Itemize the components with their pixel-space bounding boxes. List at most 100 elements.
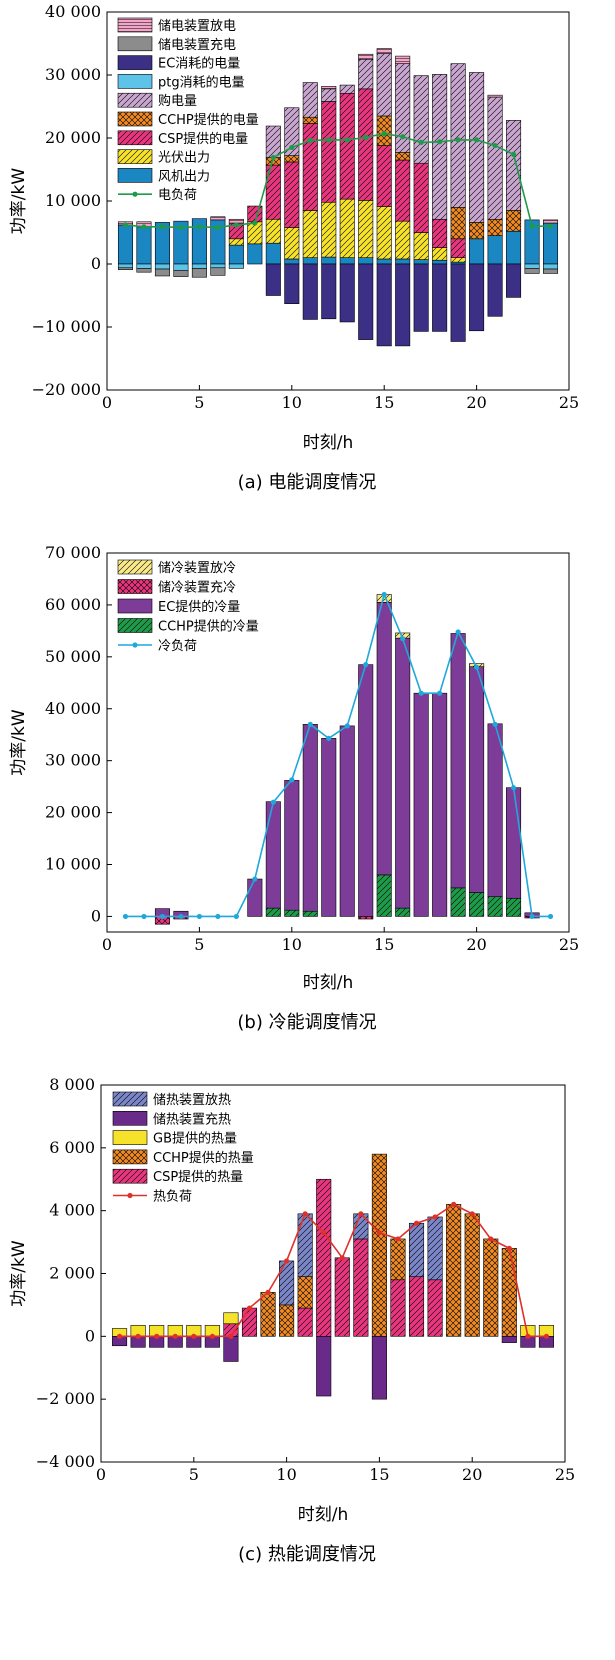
y-tick-label: 4 000 <box>49 1201 95 1220</box>
x-tick-label: 5 <box>194 935 204 954</box>
y-tick-label: −10 000 <box>32 317 101 336</box>
legend-point-swatch <box>132 191 138 197</box>
load-point <box>418 690 424 696</box>
bar-segment-negative <box>321 263 337 320</box>
bar-segment <box>339 92 355 200</box>
bar-segment-negative <box>302 263 318 320</box>
legend-swatch <box>117 130 153 146</box>
load-point <box>122 913 129 920</box>
bar-segment <box>506 230 522 265</box>
load-point <box>228 1333 234 1339</box>
legend-swatch <box>112 1168 148 1184</box>
legend-label: 风机出力 <box>158 169 210 184</box>
bar-segment-negative <box>265 263 281 296</box>
legend-swatch <box>112 1111 148 1126</box>
bar-segment <box>228 238 244 246</box>
load-point <box>141 913 147 920</box>
x-tick-label: 0 <box>102 935 112 954</box>
x-tick-label: 20 <box>462 1465 482 1484</box>
bar-segment <box>543 219 559 224</box>
bar-segment <box>136 226 152 265</box>
bar-segment-negative <box>543 263 559 270</box>
bar-segment-negative <box>543 268 559 274</box>
bar-segment-negative <box>316 1336 332 1397</box>
legend-label: ptg消耗的电量 <box>158 74 245 90</box>
legend-swatch <box>112 1130 148 1145</box>
bar-segment-negative <box>228 263 244 269</box>
legend-label: 冷负荷 <box>158 639 197 654</box>
bar-segment <box>450 887 466 917</box>
legend-point-swatch <box>127 1192 133 1199</box>
bar-segment <box>210 216 226 221</box>
x-tick-label: 5 <box>189 1465 199 1484</box>
legend-swatch <box>117 618 153 633</box>
bar-segment-negative <box>358 916 374 920</box>
bar-segment <box>487 896 503 917</box>
load-point <box>344 723 350 729</box>
load-point <box>122 222 129 228</box>
x-tick-label: 25 <box>559 393 579 412</box>
y-tick-label: 2 000 <box>49 1264 95 1283</box>
y-tick-label: 40 000 <box>45 2 101 21</box>
load-point <box>488 1236 494 1242</box>
bar-segment <box>284 107 300 156</box>
load-point <box>215 913 221 920</box>
bar-segment-negative <box>339 263 355 323</box>
bar-segment <box>302 82 318 118</box>
bar-segment <box>247 205 263 223</box>
load-point <box>172 1333 178 1339</box>
bar-segment-negative <box>117 263 133 269</box>
bar-segment <box>395 907 411 917</box>
bar-segment-negative <box>117 267 133 270</box>
load-point <box>178 224 184 231</box>
legend-swatch <box>117 74 153 89</box>
y-tick-label: 8 000 <box>49 1075 95 1094</box>
chart-caption: (a) 电能调度情况 <box>238 472 377 493</box>
load-point <box>432 1214 438 1220</box>
bar-segment <box>284 780 300 911</box>
bar-segment-negative <box>450 263 466 342</box>
bar-segment <box>265 907 281 917</box>
bar-segment <box>358 88 374 201</box>
bar-segment <box>469 666 485 893</box>
bar-segment <box>358 53 374 60</box>
load-line <box>125 132 551 229</box>
bar-segment <box>297 1276 313 1309</box>
load-point <box>363 662 369 668</box>
load-point <box>270 799 276 805</box>
bar-segment <box>469 72 485 223</box>
x-tick-label: 0 <box>102 393 112 412</box>
load-point <box>529 223 535 229</box>
bar-segment <box>395 55 411 64</box>
load-point <box>381 130 387 137</box>
y-axis-label: 功率/kW <box>9 709 29 776</box>
bar-segment <box>358 664 374 917</box>
bar-segment <box>450 633 466 889</box>
x-tick-label: 25 <box>559 935 579 954</box>
bar-segment <box>284 161 300 228</box>
legend-label: 储电装置放电 <box>158 19 236 34</box>
load-point <box>400 636 406 642</box>
x-tick-label: 10 <box>276 1465 296 1484</box>
bar-segment <box>395 258 411 265</box>
bar-segment <box>469 222 485 240</box>
bar-segment <box>265 218 281 244</box>
load-point <box>455 137 461 143</box>
load-point <box>252 220 258 226</box>
legend-label: 储冷装置放冷 <box>158 561 236 576</box>
load-point <box>141 224 147 230</box>
y-tick-label: −4 000 <box>36 1452 95 1471</box>
y-tick-label: 6 000 <box>49 1138 95 1157</box>
bar-segment <box>279 1260 295 1306</box>
y-tick-label: 0 <box>85 1326 95 1345</box>
bar-segment <box>487 96 503 220</box>
load-point <box>437 139 443 145</box>
load-point <box>302 1211 308 1217</box>
bar-segment <box>358 58 374 90</box>
chart-panel-3: −4 000 −2 000 0 2 000 4 000 6 000 8 000 0 5 10 15 2… <box>9 1075 575 1565</box>
bar-segment <box>371 1153 387 1337</box>
bar-segment-negative <box>501 1336 517 1343</box>
y-tick-label: 10 000 <box>45 855 101 874</box>
bar-segment-negative <box>524 263 540 269</box>
load-point <box>474 137 480 143</box>
